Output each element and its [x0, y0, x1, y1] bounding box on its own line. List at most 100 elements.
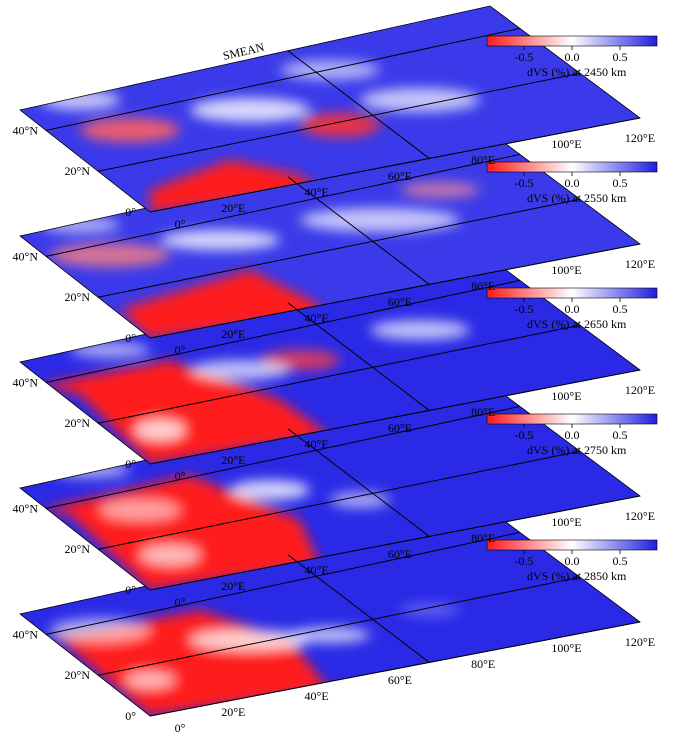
colorbar-tick-label: 0.5 [613, 428, 628, 442]
lat-label: 20°N [65, 164, 91, 178]
lat-label: 40°N [13, 501, 39, 515]
lon-label: 40°E [305, 563, 329, 577]
latitude-line [97, 198, 581, 298]
colorbar-label: dVS (%) at 2450 km [527, 65, 627, 79]
meridian-line [287, 50, 430, 159]
lon-label: 40°E [305, 311, 329, 325]
lon-label: 120°E [625, 131, 655, 145]
lon-label: 120°E [625, 257, 655, 271]
colorbar-tick-label: 0.5 [613, 50, 628, 64]
latitude-line [45, 153, 521, 257]
colorbar-tick-label: 0.5 [613, 554, 628, 568]
lon-label: 100°E [551, 263, 581, 277]
lon-label: 20°E [221, 327, 245, 341]
lon-label: 0° [175, 343, 186, 357]
lon-label: 0° [175, 469, 186, 483]
lat-label: 0° [125, 583, 136, 597]
colorbar-label: dVS (%) at 2550 km [527, 191, 627, 205]
lat-label: 40°N [13, 627, 39, 641]
colorbar-tick-label: 0.5 [613, 176, 628, 190]
latitude-line [149, 243, 641, 339]
lon-label: 40°E [305, 689, 329, 703]
lon-label: 80°E [471, 405, 495, 419]
lon-label: 100°E [551, 137, 581, 151]
lon-label: 120°E [625, 635, 655, 649]
lon-label: 0° [175, 217, 186, 231]
lat-label: 20°N [65, 542, 91, 556]
lat-label: 0° [125, 331, 136, 345]
lon-label: 80°E [471, 279, 495, 293]
latitude-line [97, 576, 581, 676]
lat-label: 0° [125, 457, 136, 471]
latitude-line [149, 369, 641, 465]
lon-label: 100°E [551, 641, 581, 655]
colorbar-tick-label: 0.0 [565, 554, 580, 568]
colorbar-tick-label: -0.5 [515, 554, 534, 568]
lon-label: 80°E [471, 657, 495, 671]
colorbar-label: dVS (%) at 2650 km [527, 317, 627, 331]
axis-labels: 0° 20°N 40°N 0° 20°E 40°E 60°E 80°E 100°E 120°E 0°… [13, 123, 656, 735]
lat-label: 40°N [13, 375, 39, 389]
latitude-line [97, 324, 581, 424]
colorbar-label: dVS (%) at 2850 km [527, 569, 627, 583]
latitude-line [149, 621, 641, 717]
colorbar [486, 539, 658, 551]
lat-label: 40°N [13, 123, 39, 137]
lon-label: 100°E [551, 389, 581, 403]
lat-label: 20°N [65, 668, 91, 682]
colorbar-tick-label: -0.5 [515, 176, 534, 190]
latitude-line [97, 72, 581, 172]
lat-label: 20°N [65, 416, 91, 430]
latitude-line [45, 531, 521, 635]
colorbar-tick-label: 0.5 [613, 302, 628, 316]
map-layer-2650 [19, 257, 641, 465]
colorbar [486, 287, 658, 299]
lon-label: 60°E [388, 295, 412, 309]
lon-label: 20°E [221, 705, 245, 719]
lon-label: 20°E [221, 201, 245, 215]
lon-label: 20°E [221, 579, 245, 593]
lon-label: 60°E [388, 421, 412, 435]
lon-label: 0° [175, 595, 186, 609]
colorbar [486, 413, 658, 425]
colorbar-tick-label: 0.0 [565, 302, 580, 316]
map-layer-2450 [19, 5, 641, 213]
map-layer-2550 [19, 131, 641, 339]
lon-label: 120°E [625, 383, 655, 397]
graticule [45, 27, 641, 717]
lon-label: 60°E [388, 169, 412, 183]
latitude-line [45, 279, 521, 383]
lon-label: 80°E [471, 531, 495, 545]
meridian-line [287, 554, 430, 663]
colorbar-tick-label: 0.0 [565, 50, 580, 64]
meridian-line [287, 176, 430, 285]
lon-label: 40°E [305, 437, 329, 451]
lon-label: 80°E [471, 153, 495, 167]
latitude-line [45, 27, 521, 131]
lon-label: 100°E [551, 515, 581, 529]
lon-label: 60°E [388, 673, 412, 687]
lon-label: 0° [175, 721, 186, 735]
lon-label: 120°E [625, 509, 655, 523]
lat-label: 0° [125, 205, 136, 219]
lat-label: 40°N [13, 249, 39, 263]
meridian-line [287, 302, 430, 411]
colorbar-label: dVS (%) at 2750 km [527, 443, 627, 457]
latitude-line [149, 495, 641, 591]
latitude-line [149, 117, 641, 213]
meridian-line [287, 428, 430, 537]
colorbar-tick-label: -0.5 [515, 302, 534, 316]
lon-label: 20°E [221, 453, 245, 467]
colorbar-tick-label: -0.5 [515, 50, 534, 64]
colorbar-tick-label: 0.0 [565, 428, 580, 442]
latitude-line [45, 405, 521, 509]
colorbar-tick-label: -0.5 [515, 428, 534, 442]
lon-label: 40°E [305, 185, 329, 199]
colorbar [486, 35, 658, 47]
colorbar-tick-label: 0.0 [565, 176, 580, 190]
lat-label: 20°N [65, 290, 91, 304]
lon-label: 60°E [388, 547, 412, 561]
lat-label: 0° [125, 709, 136, 723]
